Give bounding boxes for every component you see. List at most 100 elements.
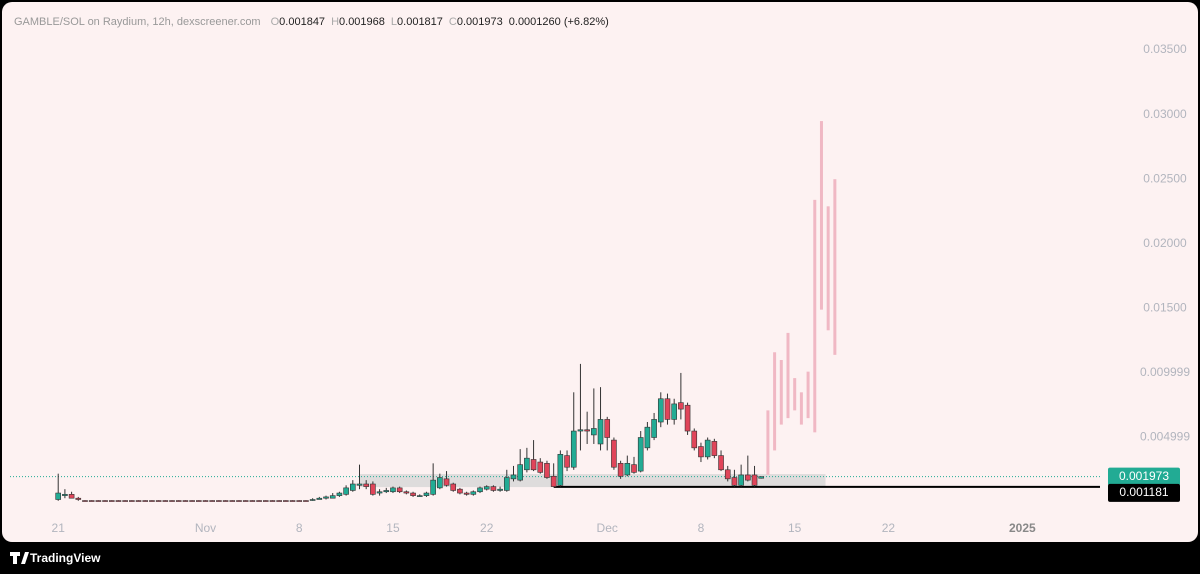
candle-body (617, 463, 624, 477)
zone (359, 474, 826, 488)
projection-bar (786, 332, 790, 419)
price-label-box (1108, 467, 1180, 486)
header: GAMBLE/SOL on Raydium, 12h, dexscreener.… (14, 16, 609, 28)
candle-body (597, 419, 604, 445)
candle-body (691, 430, 698, 449)
candle-body (745, 474, 751, 481)
candle-body (155, 500, 162, 502)
candle-body (497, 488, 503, 491)
candle-body (731, 477, 738, 486)
header-part: 0.001847 (279, 16, 325, 28)
header-part: 0.0001260 (+6.82%) (509, 16, 609, 28)
candle-body (644, 426, 651, 449)
candle-body (249, 500, 256, 502)
projection-bar (799, 392, 803, 425)
candle-body (75, 497, 82, 500)
candle-body (276, 500, 282, 502)
candle-body (149, 500, 155, 502)
candle-body (55, 492, 62, 500)
candle-body (437, 477, 443, 489)
candle-body (611, 439, 617, 468)
projection-bar (793, 378, 797, 411)
candle-body (229, 500, 236, 502)
header-part: O (271, 16, 280, 28)
candle-body (383, 490, 390, 493)
candle-body (142, 500, 149, 502)
header-part: C (449, 16, 457, 28)
candle-body (624, 463, 631, 476)
header-part: H (331, 16, 339, 28)
candle-body (698, 446, 704, 458)
y-tick-label: 0.01500 (1143, 301, 1187, 315)
x-tick-label: 2025 (1009, 521, 1036, 535)
candle-body (256, 500, 262, 502)
x-tick-label: 15 (386, 521, 400, 535)
candle-body (356, 483, 363, 486)
candle-body (738, 474, 744, 486)
x-tick-label: 21 (52, 521, 66, 535)
candle-body (403, 491, 410, 494)
candle-body (162, 500, 169, 502)
candle-body (704, 439, 711, 458)
candle-body (577, 429, 584, 432)
candle-body (370, 483, 376, 495)
candle-body (657, 398, 664, 423)
candle-body (637, 437, 644, 472)
candle-body (684, 404, 691, 432)
candle-body (68, 494, 75, 499)
candle-body (490, 486, 497, 491)
candle-body (604, 419, 611, 438)
candle-body (236, 500, 242, 502)
candle-body (135, 500, 142, 502)
candle-body (517, 464, 523, 481)
candle-body (430, 479, 436, 495)
candle-body (316, 497, 323, 500)
y-tick-label: 0.004999 (1140, 430, 1190, 444)
header-part: 0.001973 (457, 16, 503, 28)
candle-body (216, 500, 222, 502)
candle-body (584, 429, 590, 432)
x-tick-label: 8 (296, 521, 303, 535)
candle-body (751, 474, 758, 486)
price-label: 0.001181 (1119, 485, 1168, 499)
candle-body (115, 500, 122, 502)
candle-body (450, 483, 457, 491)
candle-body (678, 402, 684, 410)
candle-body (175, 500, 182, 502)
y-tick-label: 0.03000 (1143, 107, 1187, 121)
x-tick-label: 8 (698, 521, 705, 535)
header-part: 0.001968 (339, 16, 385, 28)
candle-body (283, 500, 289, 502)
candle-body (537, 461, 544, 473)
projection-bar (819, 121, 823, 310)
candle-body (189, 500, 195, 502)
candle-body (196, 500, 202, 502)
panel (2, 2, 1198, 542)
candle-body (758, 476, 765, 479)
candle-body (209, 500, 215, 502)
candle-body (477, 487, 483, 493)
candle-body (718, 455, 724, 471)
projection-bar (766, 410, 770, 475)
candle-body (88, 500, 95, 502)
projection-bar (826, 206, 830, 331)
candle-body (102, 500, 108, 502)
candle-body (483, 486, 490, 490)
projection-bar (806, 371, 810, 419)
candle-body (463, 492, 470, 495)
candle-body (443, 478, 450, 486)
x-tick-label: 22 (480, 521, 494, 535)
candle-body (108, 500, 115, 502)
candle-body (202, 500, 209, 502)
candle-body (457, 488, 463, 494)
candle-body (416, 495, 423, 497)
candle-body (122, 500, 128, 502)
y-tick-label: 0.03500 (1143, 42, 1187, 56)
footer-logo: TradingView (10, 551, 101, 565)
candle-body (591, 428, 597, 436)
candle-body (329, 495, 336, 499)
candle-body (363, 483, 369, 487)
header-part: GAMBLE/SOL on Raydium, 12h, dexscreener.… (14, 16, 261, 28)
candle-body (303, 500, 309, 502)
